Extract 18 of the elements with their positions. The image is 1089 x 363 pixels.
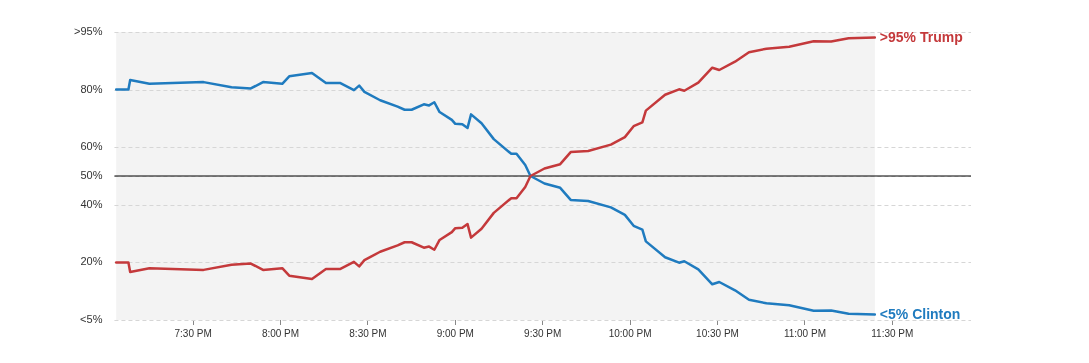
y-tick-label: 50%: [80, 169, 103, 182]
x-tick-label: 10:30 PM: [696, 327, 739, 339]
x-tick-label: 9:00 PM: [436, 327, 474, 339]
x-tick-label: 7:30 PM: [174, 327, 212, 339]
series-label: >95% Trump: [879, 29, 963, 46]
x-tick-label: 8:00 PM: [261, 327, 300, 339]
x-tick-label: 11:30 PM: [871, 327, 914, 339]
y-tick-label: 20%: [80, 255, 103, 268]
x-tick-label: 8:30 PM: [349, 327, 387, 339]
y-tick-label: 60%: [80, 140, 103, 153]
y-tick-label: >95%: [73, 25, 103, 38]
y-tick-label: 40%: [80, 197, 103, 210]
x-tick-label: 10:00 PM: [608, 327, 652, 339]
x-tick-label: 11:00 PM: [783, 327, 826, 339]
x-tick-label: 9:30 PM: [524, 327, 562, 339]
y-tick-label: <5%: [80, 313, 103, 326]
y-tick-label: 80%: [80, 82, 103, 95]
series-label: <5% Clinton: [879, 306, 961, 323]
